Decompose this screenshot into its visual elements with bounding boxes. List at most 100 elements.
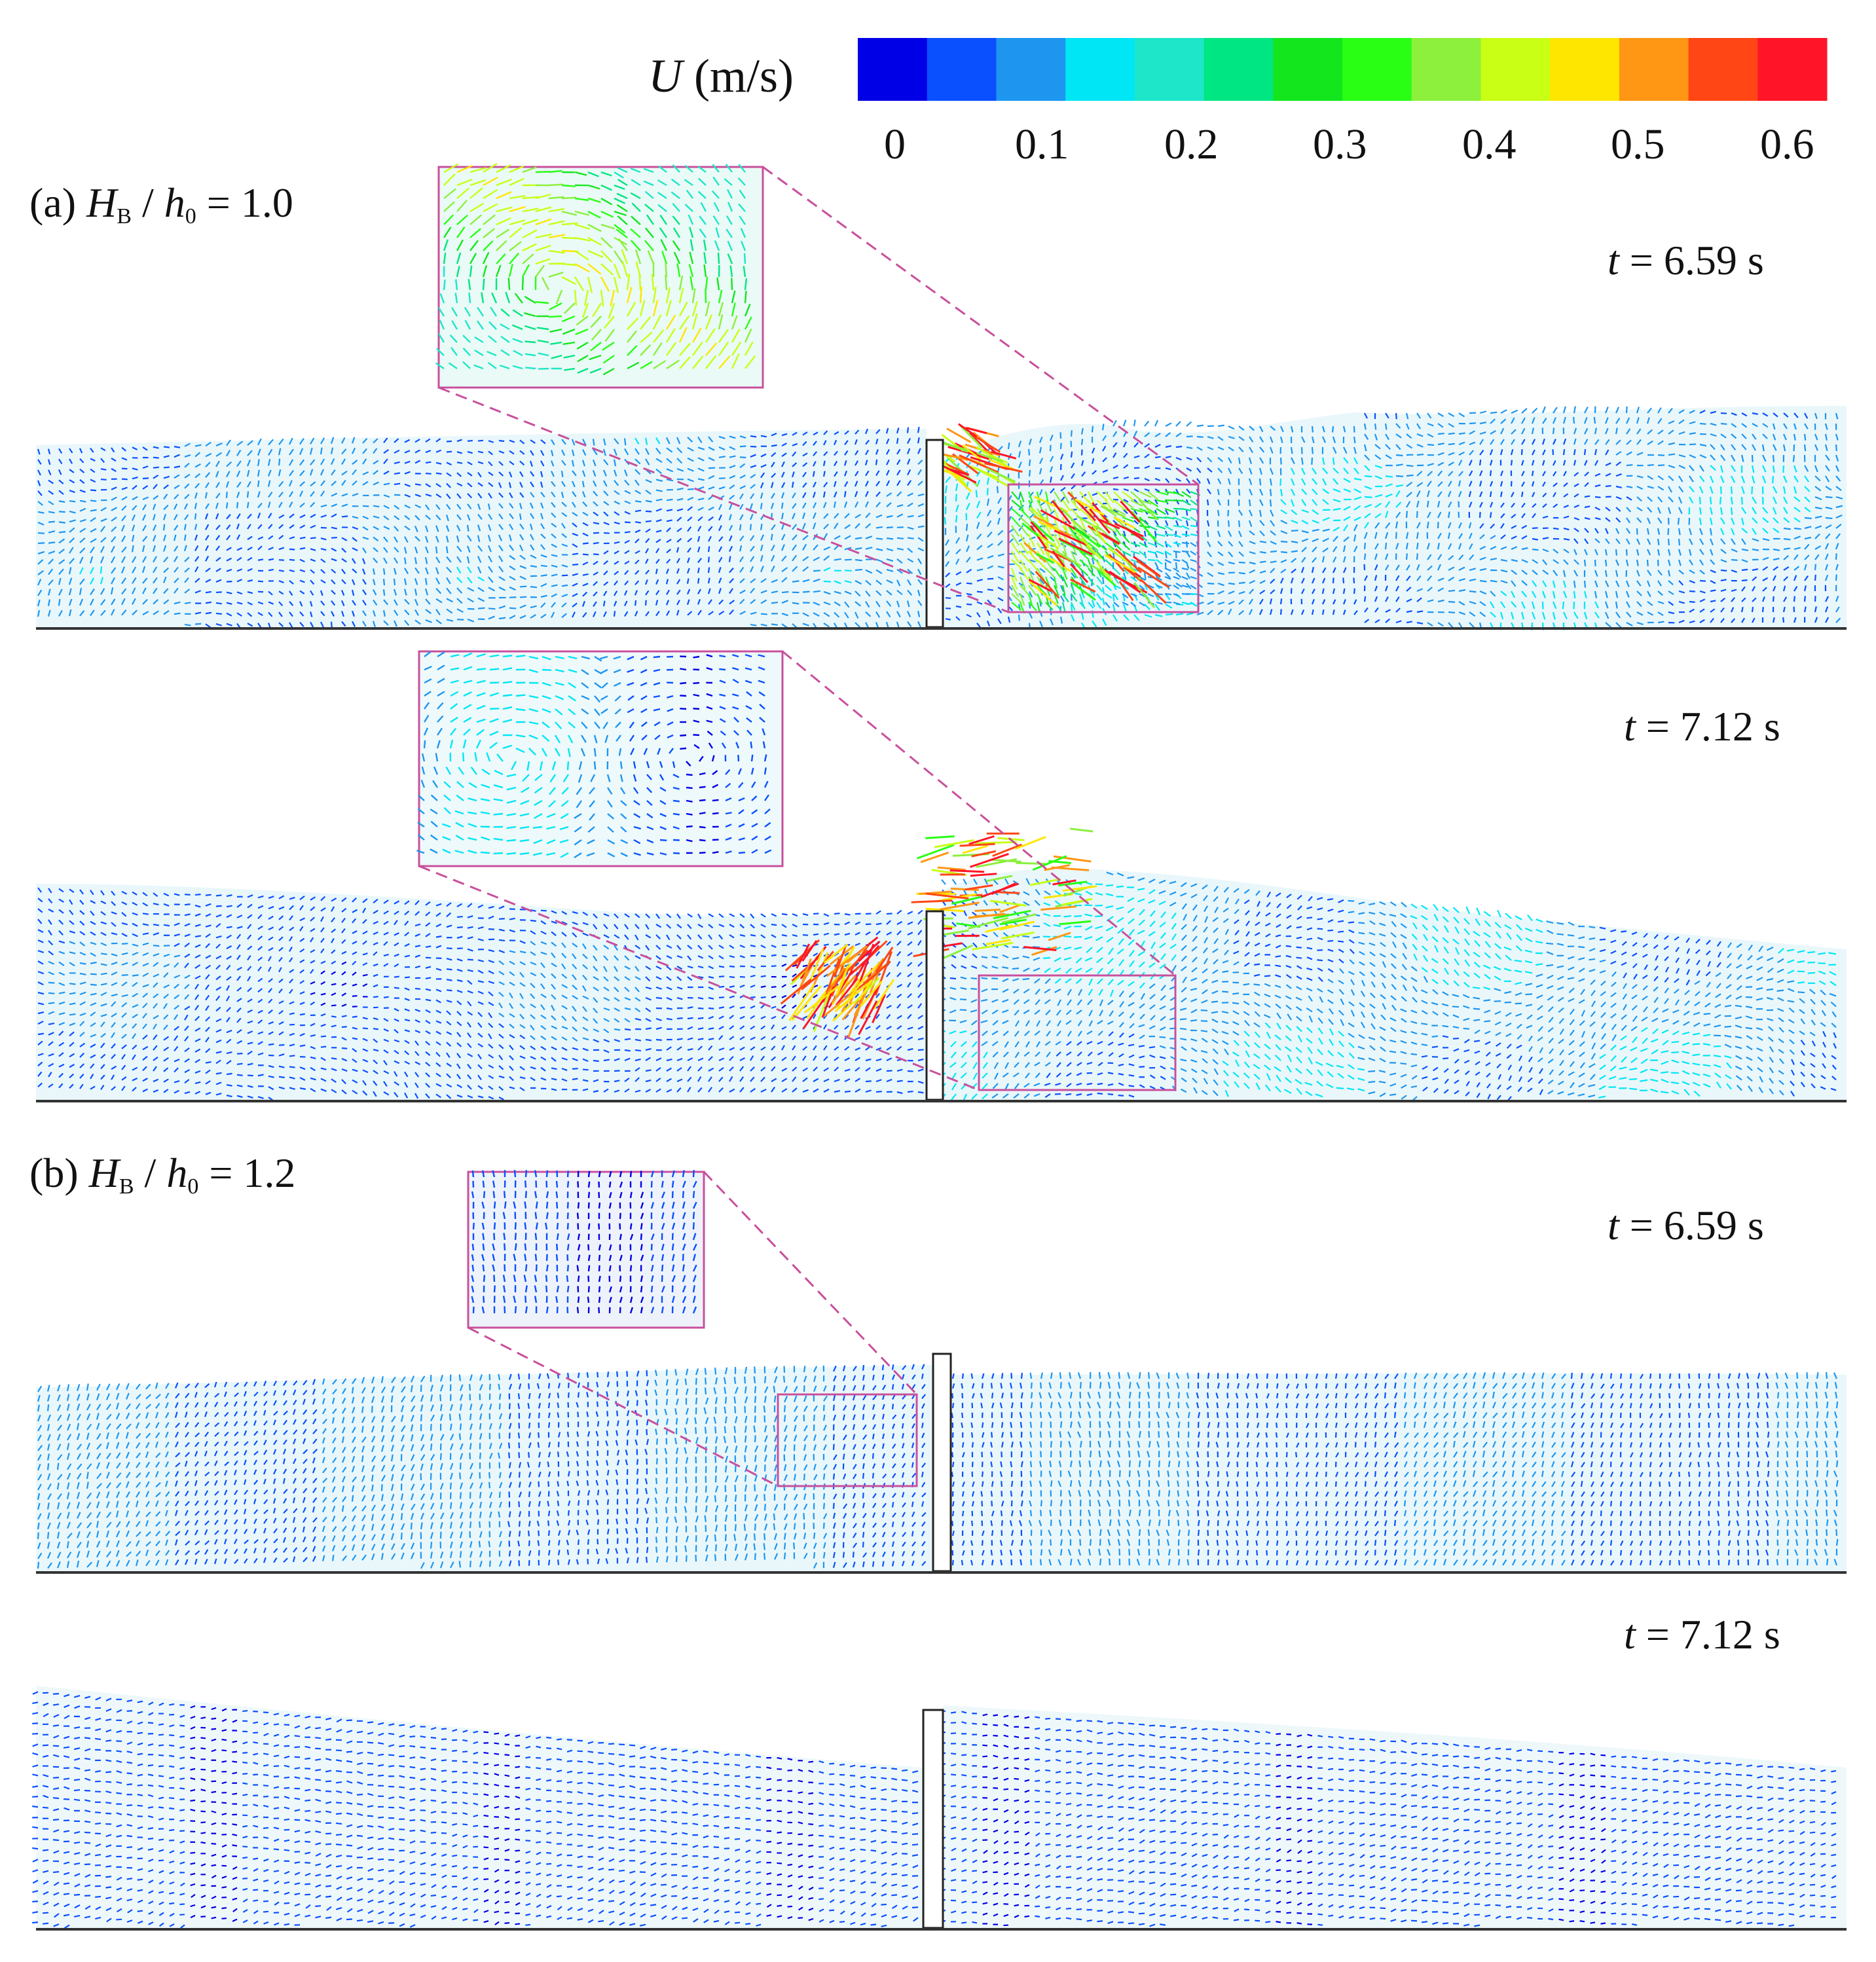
- velocity-arrow: [278, 535, 284, 540]
- velocity-arrow: [676, 508, 684, 512]
- velocity-arrow: [121, 505, 127, 511]
- velocity-arrow: [781, 534, 786, 541]
- velocity-arrow: [729, 545, 733, 553]
- velocity-arrow: [194, 556, 200, 562]
- velocity-arrow: [111, 507, 117, 511]
- velocity-arrow: [414, 609, 419, 616]
- velocity-arrow: [802, 452, 808, 457]
- velocity-arrow: [917, 525, 925, 528]
- velocity-arrow: [551, 522, 557, 528]
- velocity-arrow: [603, 550, 609, 554]
- velocity-arrow: [111, 567, 117, 574]
- velocity-arrow: [739, 435, 746, 439]
- velocity-arrow: [697, 577, 700, 584]
- velocity-arrow: [865, 512, 871, 518]
- velocity-arrow: [184, 567, 190, 573]
- velocity-arrow: [247, 579, 253, 583]
- velocity-arrow: [320, 480, 325, 486]
- velocity-arrow: [834, 450, 838, 456]
- velocity-arrow: [226, 547, 232, 551]
- colorbar-segment: [1204, 38, 1274, 101]
- velocity-arrow: [257, 438, 262, 446]
- velocity-arrow: [1332, 577, 1334, 584]
- velocity-arrow: [697, 516, 703, 522]
- velocity-arrow: [739, 474, 746, 479]
- velocity-arrow: [1709, 496, 1712, 505]
- velocity-arrow: [1070, 451, 1073, 458]
- velocity-arrow: [802, 502, 807, 509]
- velocity-arrow: [812, 512, 817, 519]
- velocity-arrow: [592, 459, 597, 467]
- colorbar-segment: [1757, 38, 1828, 101]
- velocity-arrow: [561, 602, 567, 608]
- velocity-arrow: [635, 479, 640, 486]
- velocity-arrow: [907, 568, 913, 574]
- velocity-arrow: [822, 460, 826, 467]
- velocity-arrow: [705, 289, 707, 304]
- velocity-arrow: [1489, 512, 1492, 518]
- velocity-arrow: [194, 935, 201, 938]
- velocity-arrow: [602, 438, 606, 446]
- velocity-arrow: [1448, 611, 1456, 614]
- velocity-arrow: [69, 547, 74, 554]
- velocity-arrow: [666, 479, 674, 482]
- velocity-arrow: [267, 469, 272, 477]
- velocity-arrow: [1553, 527, 1559, 530]
- velocity-arrow: [896, 526, 904, 528]
- velocity-arrow: [58, 538, 65, 544]
- velocity-arrow: [48, 992, 55, 994]
- velocity-arrow: [268, 590, 273, 596]
- velocity-arrow: [278, 547, 285, 551]
- velocity-arrow: [435, 598, 443, 604]
- velocity-arrow: [561, 491, 564, 498]
- velocity-arrow: [1406, 464, 1414, 467]
- velocity-arrow: [822, 491, 826, 498]
- velocity-arrow: [1165, 613, 1173, 616]
- velocity-arrow: [100, 599, 106, 606]
- velocity-arrow: [90, 500, 97, 502]
- velocity-arrow: [551, 611, 555, 619]
- velocity-arrow: [174, 454, 180, 458]
- velocity-arrow: [750, 454, 756, 458]
- velocity-arrow: [729, 494, 735, 500]
- velocity-arrow: [341, 1047, 348, 1049]
- velocity-arrow: [540, 492, 545, 498]
- velocity-arrow: [823, 546, 831, 551]
- velocity-arrow: [487, 524, 492, 532]
- velocity-arrow: [865, 569, 873, 574]
- velocity-arrow: [142, 536, 148, 542]
- velocity-arrow: [477, 450, 484, 454]
- velocity-arrow: [37, 589, 43, 596]
- velocity-arrow: [551, 554, 558, 557]
- velocity-arrow: [792, 492, 796, 499]
- colorbar-segment: [1619, 38, 1689, 101]
- velocity-arrow: [896, 427, 900, 434]
- velocity-arrow: [163, 599, 170, 605]
- velocity-arrow: [792, 503, 797, 509]
- velocity-arrow: [603, 570, 608, 575]
- velocity-arrow: [394, 526, 399, 532]
- velocity-arrow: [886, 501, 892, 507]
- velocity-arrow: [111, 609, 115, 616]
- velocity-arrow: [875, 439, 879, 445]
- velocity-arrow: [100, 458, 105, 463]
- velocity-arrow: [1730, 507, 1733, 515]
- velocity-arrow: [729, 446, 736, 450]
- velocity-arrow: [844, 524, 851, 530]
- velocity-arrow: [896, 448, 901, 455]
- velocity-arrow: [886, 611, 891, 618]
- velocity-arrow: [666, 468, 674, 473]
- velocity-arrow: [226, 557, 232, 562]
- velocity-arrow: [68, 567, 72, 575]
- velocity-arrow: [687, 467, 694, 472]
- velocity-arrow: [456, 545, 462, 553]
- velocity-arrow: [896, 504, 904, 507]
- velocity-arrow: [331, 526, 337, 530]
- velocity-arrow: [717, 252, 720, 264]
- velocity-arrow: [750, 465, 757, 468]
- velocity-arrow: [1782, 617, 1785, 623]
- velocity-arrow: [467, 482, 473, 488]
- velocity-arrow: [1479, 459, 1482, 466]
- velocity-arrow: [603, 522, 610, 526]
- velocity-arrow: [331, 536, 337, 539]
